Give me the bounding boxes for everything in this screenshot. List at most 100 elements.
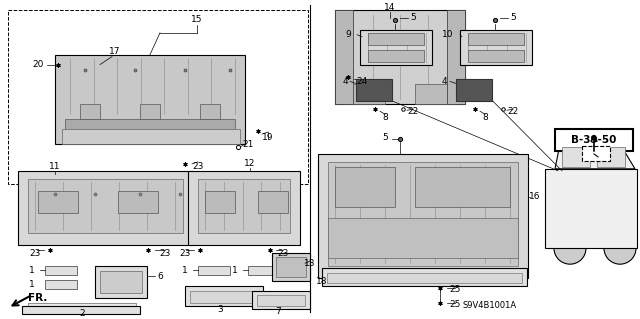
Bar (258, 191, 288, 212)
Bar (356, 79, 392, 101)
Bar (447, 10, 465, 104)
Bar (65, 119, 235, 139)
Text: 10: 10 (442, 30, 454, 39)
Bar (335, 10, 353, 104)
Bar (38, 191, 78, 212)
Text: 20: 20 (32, 60, 44, 69)
Bar (415, 167, 510, 207)
Bar (562, 147, 590, 167)
Bar (200, 104, 220, 119)
Bar (328, 219, 518, 258)
Text: 16: 16 (529, 192, 541, 201)
Text: 24: 24 (356, 77, 367, 86)
Text: 1: 1 (232, 266, 238, 275)
Text: 15: 15 (191, 15, 203, 24)
Text: 22: 22 (408, 107, 419, 116)
Text: 7: 7 (275, 307, 281, 316)
Text: 23: 23 (192, 162, 204, 171)
Text: 2: 2 (79, 309, 85, 318)
Text: 23: 23 (179, 249, 191, 258)
Bar (328, 162, 518, 266)
Text: 1: 1 (182, 266, 188, 275)
Bar (555, 129, 633, 151)
Text: 4: 4 (441, 77, 447, 86)
Text: 23: 23 (29, 249, 41, 258)
Text: 25: 25 (449, 300, 461, 309)
Bar (276, 257, 306, 277)
Text: 25: 25 (449, 286, 461, 294)
Text: B-39-50: B-39-50 (572, 135, 617, 145)
Bar (582, 146, 610, 161)
Bar (545, 169, 637, 248)
Bar (188, 171, 300, 245)
Bar (327, 273, 522, 283)
Text: 12: 12 (244, 160, 256, 168)
Bar (415, 85, 455, 104)
Text: 22: 22 (508, 107, 518, 116)
Bar (140, 104, 160, 119)
Bar (62, 129, 240, 144)
Bar (597, 147, 625, 167)
Bar (322, 268, 527, 286)
Bar (368, 33, 424, 45)
Text: S9V4B1001A: S9V4B1001A (463, 301, 517, 310)
Polygon shape (245, 30, 265, 134)
Text: 1: 1 (29, 279, 35, 289)
Bar (248, 266, 280, 275)
Text: 5: 5 (410, 13, 416, 22)
Bar (8, 10, 308, 184)
Bar (460, 30, 532, 64)
Text: FR.: FR. (28, 293, 48, 303)
Bar (45, 280, 77, 289)
Bar (100, 271, 142, 293)
Bar (468, 33, 524, 45)
Bar (272, 253, 310, 281)
Text: 5: 5 (510, 13, 516, 22)
Bar (22, 306, 140, 314)
Bar (252, 291, 310, 309)
Bar (55, 55, 245, 144)
Bar (468, 50, 524, 62)
Text: 3: 3 (217, 305, 223, 314)
Text: 9: 9 (345, 30, 351, 39)
Bar (28, 179, 183, 234)
Bar (360, 30, 432, 64)
Circle shape (604, 233, 636, 264)
Text: 21: 21 (243, 139, 253, 149)
Bar (190, 291, 258, 303)
Bar (345, 85, 385, 104)
Bar (18, 171, 193, 245)
Bar (28, 303, 136, 313)
Bar (185, 286, 263, 306)
Text: 11: 11 (49, 162, 61, 171)
Bar (335, 167, 395, 207)
Bar (118, 191, 158, 212)
Bar (198, 179, 290, 234)
Text: 6: 6 (157, 271, 163, 281)
Text: 13: 13 (304, 259, 316, 268)
Text: 23: 23 (159, 249, 171, 258)
Text: 23: 23 (277, 249, 289, 258)
Text: 14: 14 (384, 4, 396, 12)
Text: 8: 8 (482, 113, 488, 122)
Text: 17: 17 (109, 47, 121, 56)
Circle shape (554, 233, 586, 264)
Polygon shape (555, 144, 635, 169)
Polygon shape (55, 30, 265, 55)
Bar (335, 10, 465, 104)
Bar (198, 266, 230, 275)
Text: 4: 4 (342, 77, 348, 86)
Text: 5: 5 (382, 133, 388, 142)
Text: 19: 19 (262, 133, 274, 142)
Bar (257, 295, 305, 306)
Bar (205, 191, 235, 212)
Bar (318, 154, 528, 278)
Text: 18: 18 (316, 277, 328, 286)
Bar (45, 266, 77, 275)
Bar (95, 266, 147, 298)
Text: 8: 8 (382, 113, 388, 122)
Bar (456, 79, 492, 101)
Bar (368, 50, 424, 62)
Text: 1: 1 (29, 266, 35, 275)
Bar (80, 104, 100, 119)
